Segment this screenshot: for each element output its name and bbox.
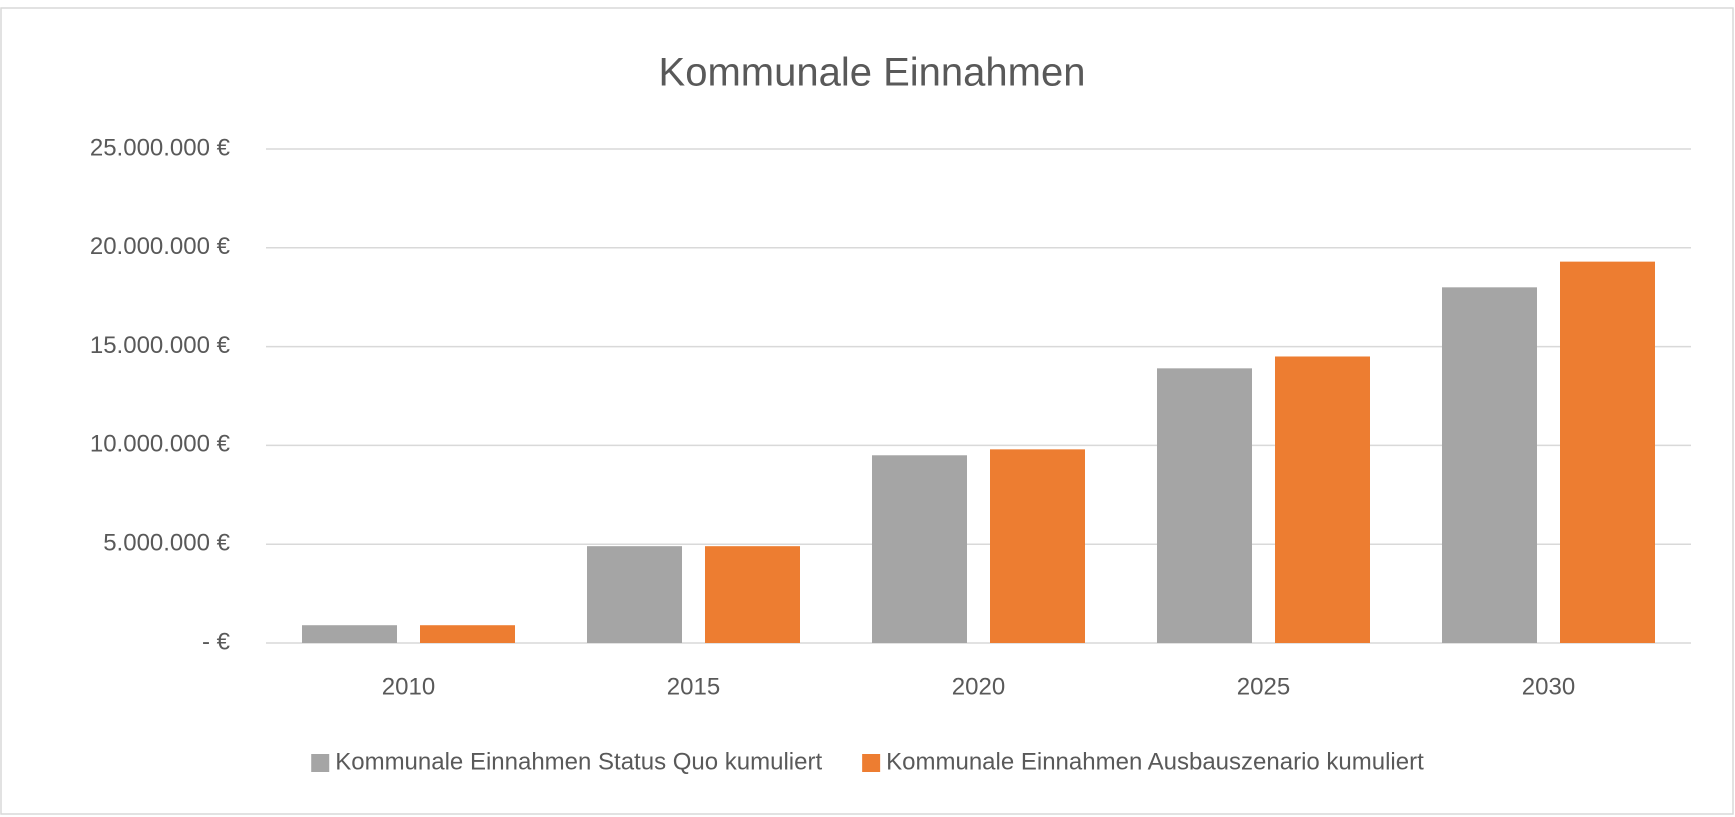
x-tick-label: 2020 <box>952 673 1005 700</box>
bar <box>1560 261 1655 643</box>
bar <box>302 625 397 643</box>
x-tick-label: 2015 <box>667 673 720 700</box>
legend-swatch <box>862 754 881 772</box>
chart-title: Kommunale Einnahmen <box>659 51 1086 95</box>
bar <box>705 546 800 643</box>
bar <box>420 625 515 643</box>
y-tick-label: 25.000.000 € <box>90 134 231 161</box>
y-tick-label: 10.000.000 € <box>90 431 231 458</box>
legend-label: Kommunale Einnahmen Status Quo kumuliert <box>335 748 822 775</box>
y-tick-label: 5.000.000 € <box>103 530 230 557</box>
bar <box>1275 356 1370 643</box>
chart-frame <box>0 7 1734 815</box>
bar <box>587 546 682 643</box>
x-tick-label: 2030 <box>1522 673 1575 700</box>
y-tick-label: 20.000.000 € <box>90 233 231 260</box>
bar <box>990 449 1085 643</box>
bar <box>1442 287 1537 643</box>
x-tick-label: 2025 <box>1237 673 1290 700</box>
y-tick-label: - € <box>202 628 231 655</box>
legend-swatch <box>311 754 330 772</box>
bar <box>872 455 967 643</box>
bar <box>1157 368 1252 643</box>
x-tick-label: 2010 <box>382 673 435 700</box>
y-tick-label: 15.000.000 € <box>90 332 231 359</box>
legend-label: Kommunale Einnahmen Ausbauszenario kumul… <box>886 748 1424 775</box>
